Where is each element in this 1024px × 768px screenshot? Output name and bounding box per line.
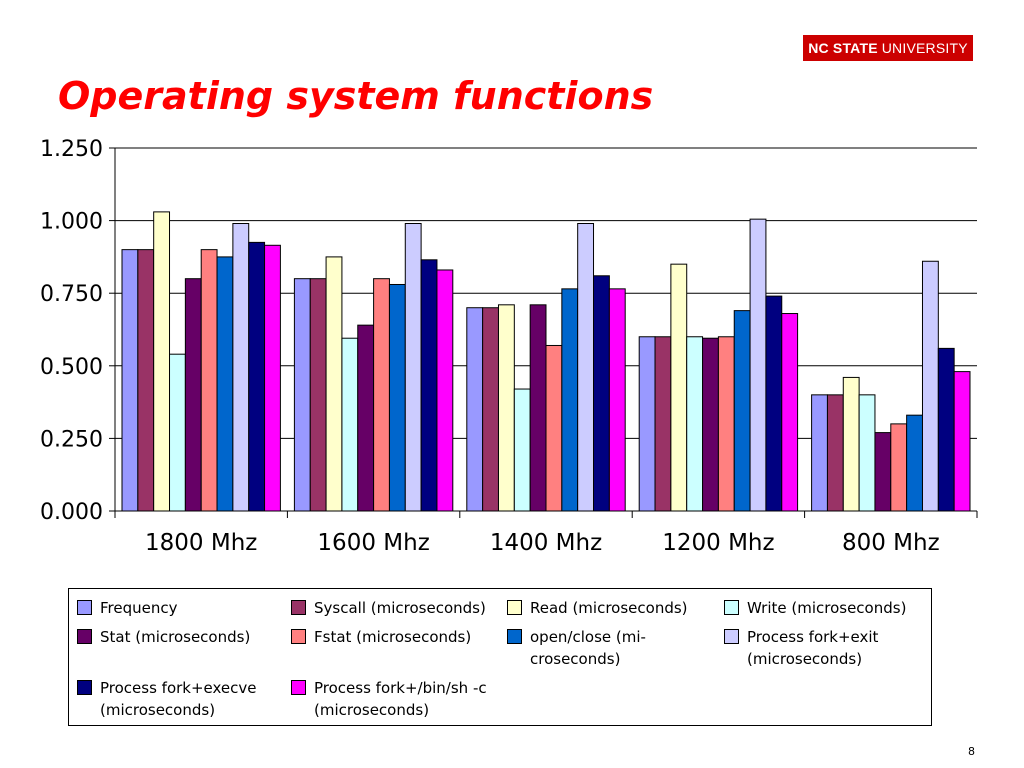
bar <box>184 278 202 512</box>
bar <box>608 288 626 512</box>
legend-item: Process fork+exit (microseconds) <box>724 626 878 670</box>
bar <box>248 241 266 512</box>
legend-item: Process fork+/bin/sh -c (microseconds) <box>291 677 487 721</box>
x-category-label: 1600 Mhz <box>317 530 429 556</box>
bar <box>153 211 171 512</box>
bar <box>937 347 955 512</box>
bar <box>529 304 547 512</box>
y-tick-label: 1.250 <box>40 137 103 162</box>
legend-label: Fstat (microseconds) <box>314 628 472 646</box>
bar <box>497 304 515 512</box>
bar <box>593 275 610 512</box>
bar <box>420 259 438 512</box>
bar <box>293 278 311 512</box>
legend-label: open/close (mi-croseconds) <box>530 628 646 668</box>
legend-label: Process fork+/bin/sh -c (microseconds) <box>314 679 487 719</box>
nc-state-university-logo: NC STATE UNIVERSITY <box>803 35 973 61</box>
bar <box>404 223 422 512</box>
legend-item: open/close (mi-croseconds) <box>507 626 646 670</box>
legend-item: Syscall (microseconds) <box>291 597 486 619</box>
y-tick-label: 0.500 <box>40 355 103 380</box>
legend-label: Read (microseconds) <box>530 599 688 617</box>
bar <box>781 313 799 512</box>
bar <box>545 344 563 512</box>
legend-swatch <box>77 600 92 615</box>
chart-legend: Frequency Syscall (microseconds) Read (mic… <box>68 588 932 726</box>
bar <box>890 423 908 512</box>
bar <box>811 394 828 512</box>
y-tick-label: 1.000 <box>40 210 103 235</box>
bar <box>874 432 892 512</box>
legend-item: Write (microseconds) <box>724 597 906 619</box>
legend-item: Frequency <box>77 597 178 619</box>
bar <box>357 324 375 512</box>
bar <box>169 353 186 512</box>
bar <box>309 278 327 512</box>
x-category-label: 800 Mhz <box>842 530 940 556</box>
x-category-label: 1400 Mhz <box>490 530 602 556</box>
x-category-label: 1800 Mhz <box>145 530 257 556</box>
legend-label: Syscall (microseconds) <box>314 599 486 617</box>
bar <box>388 283 406 512</box>
bar <box>670 263 688 512</box>
bar <box>702 337 719 512</box>
logo-bold-text: NC STATE <box>808 40 878 56</box>
legend-swatch <box>724 629 739 644</box>
legend-swatch <box>507 600 522 615</box>
legend-label: Process fork+exit (microseconds) <box>747 628 879 668</box>
bar-chart: 0.000 0.250 0.500 0.750 1.000 1.250 1800 Mhz 16… <box>40 137 978 556</box>
legend-swatch <box>291 629 306 644</box>
legend-item: Read (microseconds) <box>507 597 688 619</box>
bar <box>373 278 390 512</box>
bar <box>638 336 656 512</box>
bar <box>121 249 139 512</box>
legend-label: Write (microseconds) <box>747 599 907 617</box>
legend-item: Stat (microseconds) <box>77 626 250 648</box>
bar <box>842 376 860 512</box>
legend-swatch <box>724 600 739 615</box>
bar <box>466 307 484 512</box>
bar <box>826 394 844 512</box>
legend-label: Frequency <box>100 599 178 617</box>
bar <box>921 260 939 512</box>
bar <box>906 414 923 512</box>
bar <box>200 249 218 512</box>
bar <box>264 244 281 512</box>
legend-swatch <box>291 680 306 695</box>
logo-rest-text: UNIVERSITY <box>881 40 968 56</box>
legend-label: Process fork+execve (microseconds) <box>100 679 257 719</box>
bar <box>137 249 155 512</box>
legend-swatch <box>77 629 92 644</box>
bar <box>765 295 783 512</box>
bar <box>341 337 359 512</box>
bar <box>232 223 250 512</box>
x-category-label: 1200 Mhz <box>662 530 774 556</box>
legend-swatch <box>507 629 522 644</box>
slide-title: Operating system functions <box>58 74 654 118</box>
bar <box>717 336 735 512</box>
y-tick-label: 0.250 <box>40 427 103 452</box>
bar <box>325 256 343 512</box>
legend-item: Fstat (microseconds) <box>291 626 471 648</box>
bar <box>513 388 531 512</box>
legend-label: Stat (microseconds) <box>100 628 251 646</box>
y-tick-label: 0.000 <box>40 500 103 525</box>
y-tick-label: 0.750 <box>40 282 103 307</box>
bar <box>686 336 704 512</box>
legend-item: Process fork+execve (microseconds) <box>77 677 257 721</box>
bar <box>561 288 579 512</box>
bar <box>733 310 751 512</box>
bar <box>953 371 971 512</box>
bar <box>858 394 876 512</box>
bar <box>654 336 672 512</box>
legend-swatch <box>291 600 306 615</box>
bar <box>577 223 595 512</box>
bar <box>749 218 767 512</box>
bar <box>216 256 234 512</box>
bar <box>482 307 499 512</box>
legend-swatch <box>77 680 92 695</box>
page-number: 8 <box>968 745 975 758</box>
bar <box>436 269 454 512</box>
